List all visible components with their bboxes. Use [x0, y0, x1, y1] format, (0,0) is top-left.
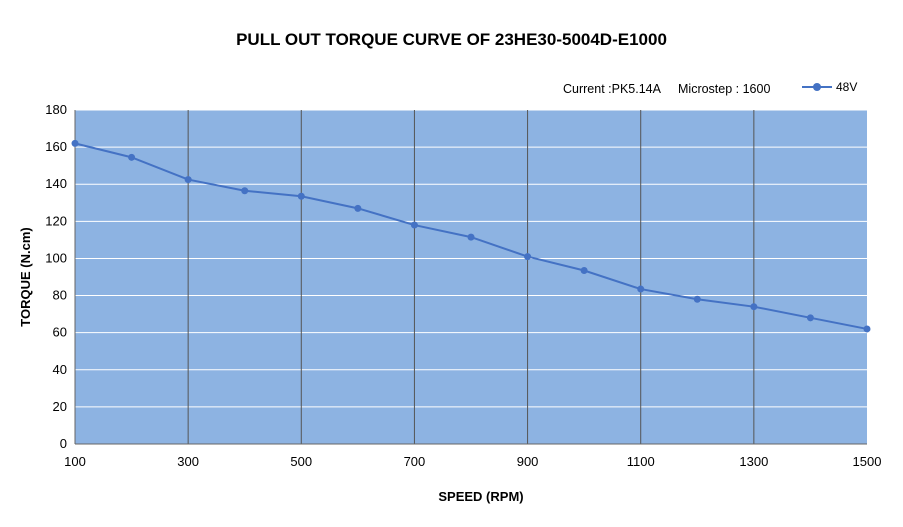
data-point [637, 285, 645, 293]
data-point [297, 192, 305, 200]
x-tick-label: 1100 [627, 454, 655, 469]
x-tick-label: 700 [404, 454, 426, 469]
legend-label-48v: 48V [836, 80, 858, 94]
data-point [354, 204, 362, 212]
data-point [71, 139, 79, 147]
data-point [467, 233, 475, 241]
x-tick-label: 900 [517, 454, 539, 469]
y-tick-label: 120 [45, 213, 67, 228]
y-tick-label: 160 [45, 139, 67, 154]
microstep-info: Microstep : 1600 [678, 82, 771, 96]
y-tick-label: 0 [60, 436, 67, 451]
x-tick-label: 1500 [853, 454, 882, 469]
plot-area [75, 110, 867, 444]
current-info: Current :PK5.14A [563, 82, 661, 96]
x-tick-label: 300 [177, 454, 199, 469]
data-point [524, 253, 532, 261]
data-point [863, 325, 871, 333]
x-tick-label: 100 [64, 454, 86, 469]
data-point [693, 295, 701, 303]
y-tick-label: 140 [45, 176, 67, 191]
data-point [750, 303, 758, 311]
y-axis-title: TORQUE (N.cm) [18, 227, 33, 326]
legend-line-marker-icon [802, 82, 832, 92]
y-tick-label: 100 [45, 250, 67, 265]
y-tick-label: 60 [53, 325, 67, 340]
data-point [128, 153, 136, 161]
y-tick-label: 40 [53, 362, 67, 377]
legend: 48V [802, 80, 857, 94]
data-point [806, 314, 814, 322]
x-tick-label: 1300 [739, 454, 768, 469]
data-point [580, 267, 588, 275]
data-point [241, 187, 249, 195]
chart-title: PULL OUT TORQUE CURVE OF 23HE30-5004D-E1… [236, 30, 667, 49]
data-point [184, 176, 192, 184]
x-tick-label: 500 [290, 454, 312, 469]
y-tick-label: 180 [45, 102, 67, 117]
y-tick-label: 80 [53, 288, 67, 303]
data-point [410, 221, 418, 229]
x-axis-title: SPEED (RPM) [438, 489, 523, 504]
y-tick-label: 20 [53, 399, 67, 414]
